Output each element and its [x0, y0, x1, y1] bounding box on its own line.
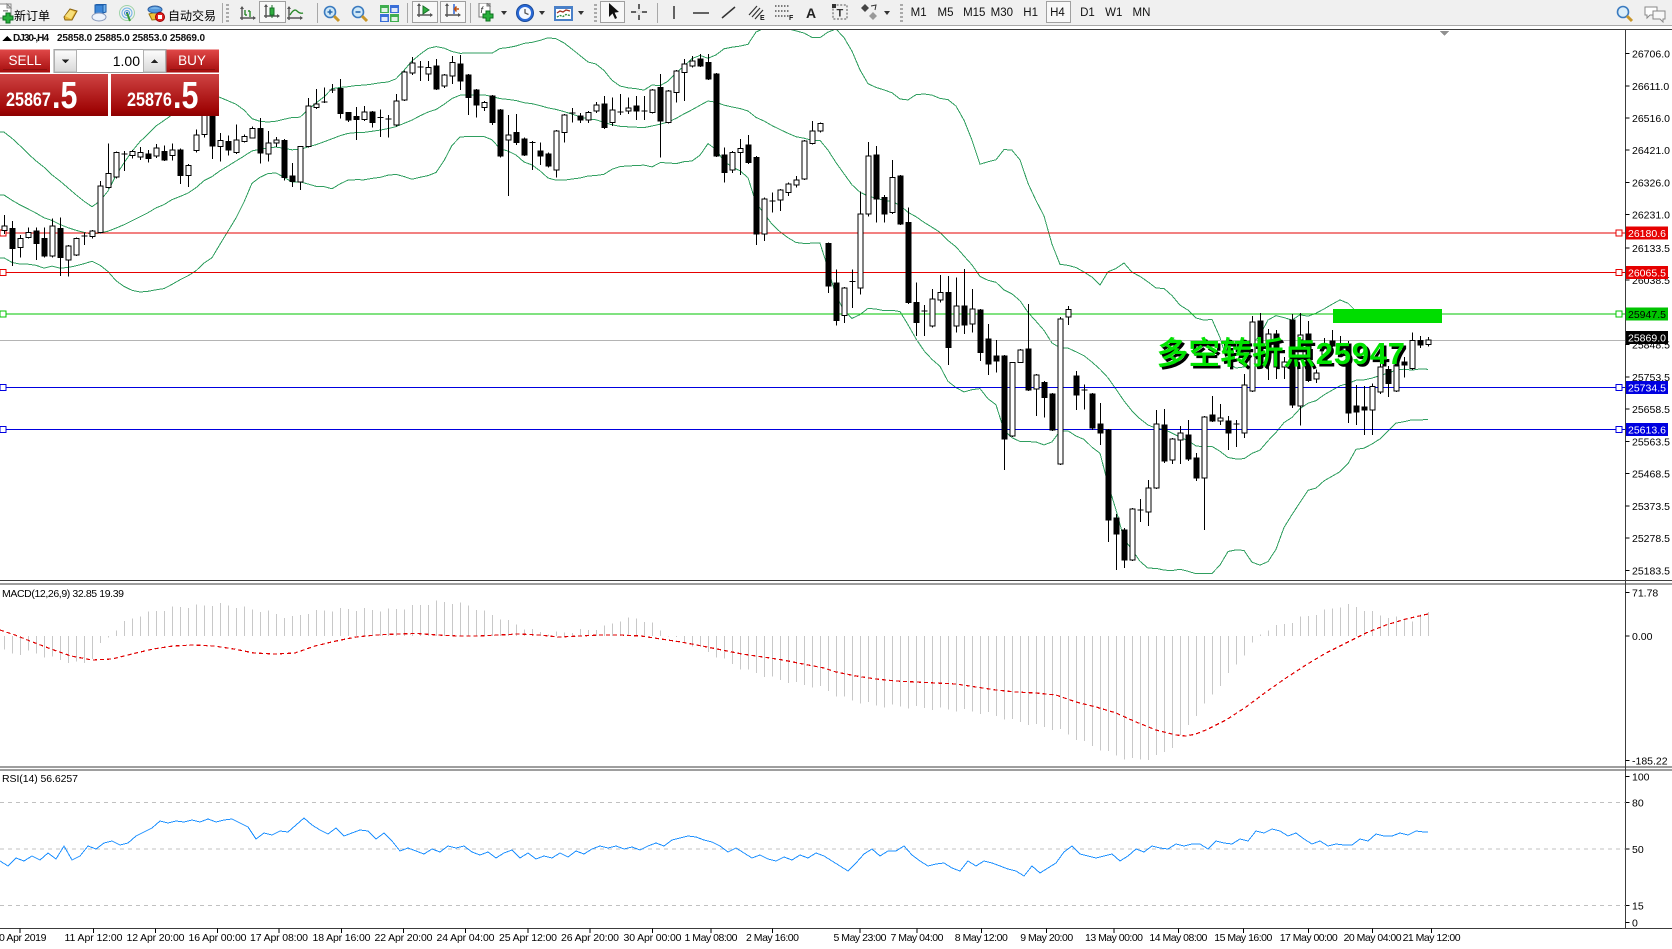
svg-text:7 May 04:00: 7 May 04:00: [891, 932, 944, 944]
svg-text:100: 100: [1632, 772, 1650, 784]
svg-text:16 Apr 00:00: 16 Apr 00:00: [189, 932, 247, 944]
svg-text:18 Apr 16:00: 18 Apr 16:00: [313, 932, 371, 944]
svg-text:25876: 25876: [127, 89, 172, 111]
svg-text:25947.5: 25947.5: [1628, 309, 1666, 321]
svg-text:0.00: 0.00: [1632, 631, 1653, 643]
svg-text:50: 50: [1632, 844, 1644, 856]
svg-text:71.78: 71.78: [1632, 588, 1658, 600]
svg-text:25563.5: 25563.5: [1632, 436, 1670, 448]
svg-text:.5: .5: [173, 75, 198, 117]
svg-text:11 Apr 12:00: 11 Apr 12:00: [65, 932, 123, 944]
svg-text:BUY: BUY: [178, 53, 206, 68]
svg-text:-185.22: -185.22: [1632, 755, 1668, 767]
svg-text:26065.5: 26065.5: [1628, 268, 1666, 280]
svg-text:25753.5: 25753.5: [1632, 372, 1670, 384]
svg-text:2 May 16:00: 2 May 16:00: [746, 932, 799, 944]
svg-text:SELL: SELL: [8, 53, 42, 68]
svg-text:5 May 23:00: 5 May 23:00: [834, 932, 887, 944]
svg-text:f: f: [481, 5, 485, 15]
svg-text:25734.5: 25734.5: [1628, 383, 1666, 395]
svg-text:26180.6: 26180.6: [1628, 228, 1666, 240]
svg-text:26421.0: 26421.0: [1632, 145, 1670, 157]
svg-text:8 May 12:00: 8 May 12:00: [955, 932, 1008, 944]
svg-text:26611.0: 26611.0: [1632, 81, 1669, 93]
svg-text:25869.0: 25869.0: [1628, 333, 1666, 345]
svg-text:25373.5: 25373.5: [1632, 501, 1670, 513]
svg-text:15: 15: [1632, 901, 1644, 913]
svg-text:25613.6: 25613.6: [1628, 425, 1666, 437]
svg-text:30 Apr 00:00: 30 Apr 00:00: [624, 932, 682, 944]
svg-text:25 Apr 12:00: 25 Apr 12:00: [499, 932, 557, 944]
svg-text:RSI(14) 56.6257: RSI(14) 56.6257: [2, 773, 78, 785]
svg-text:26326.0: 26326.0: [1632, 178, 1670, 190]
svg-text:MACD(12,26,9) 32.85 19.39: MACD(12,26,9) 32.85 19.39: [2, 588, 124, 600]
svg-text:26 Apr 20:00: 26 Apr 20:00: [561, 932, 619, 944]
svg-text:10 Apr 2019: 10 Apr 2019: [0, 932, 47, 944]
svg-text:21 May 12:00: 21 May 12:00: [1403, 932, 1461, 944]
svg-text:80: 80: [1632, 797, 1644, 809]
svg-text:9 May 20:00: 9 May 20:00: [1020, 932, 1073, 944]
svg-text:T: T: [837, 8, 844, 20]
svg-text:多空转折点25947: 多空转折点25947: [1160, 339, 1408, 374]
svg-text:22 Apr 20:00: 22 Apr 20:00: [375, 932, 433, 944]
svg-text:13 May 00:00: 13 May 00:00: [1085, 932, 1143, 944]
svg-text:17 May 00:00: 17 May 00:00: [1280, 932, 1338, 944]
svg-text:25858.0 25885.0 25853.0 25869.: 25858.0 25885.0 25853.0 25869.0: [57, 33, 205, 44]
svg-text:0: 0: [1632, 917, 1638, 929]
svg-text:DJ30-,H4: DJ30-,H4: [13, 33, 49, 44]
svg-text:1 May 08:00: 1 May 08:00: [685, 932, 738, 944]
svg-text:14 May 08:00: 14 May 08:00: [1149, 932, 1207, 944]
svg-text:25278.5: 25278.5: [1632, 533, 1670, 545]
svg-text:17 Apr 08:00: 17 Apr 08:00: [250, 932, 308, 944]
svg-text:26231.0: 26231.0: [1632, 210, 1670, 222]
svg-text:24 Apr 04:00: 24 Apr 04:00: [437, 932, 495, 944]
svg-text:E: E: [760, 15, 765, 21]
svg-text:15 May 16:00: 15 May 16:00: [1214, 932, 1272, 944]
svg-text:25867: 25867: [6, 89, 51, 111]
svg-text:25183.5: 25183.5: [1632, 565, 1670, 577]
svg-text:26706.0: 26706.0: [1632, 49, 1670, 61]
svg-text:多空转折点25947: 多空转折点25947: [1157, 336, 1405, 371]
svg-text:F: F: [789, 15, 794, 21]
svg-text:25468.5: 25468.5: [1632, 469, 1670, 481]
svg-text:1.00: 1.00: [113, 53, 140, 69]
svg-text:12 Apr 20:00: 12 Apr 20:00: [127, 932, 185, 944]
svg-text:26516.0: 26516.0: [1632, 113, 1670, 125]
svg-text:25658.5: 25658.5: [1632, 404, 1670, 416]
svg-text:26133.5: 26133.5: [1632, 243, 1670, 255]
svg-text:20 May 04:00: 20 May 04:00: [1344, 932, 1402, 944]
svg-text:.5: .5: [52, 75, 77, 117]
